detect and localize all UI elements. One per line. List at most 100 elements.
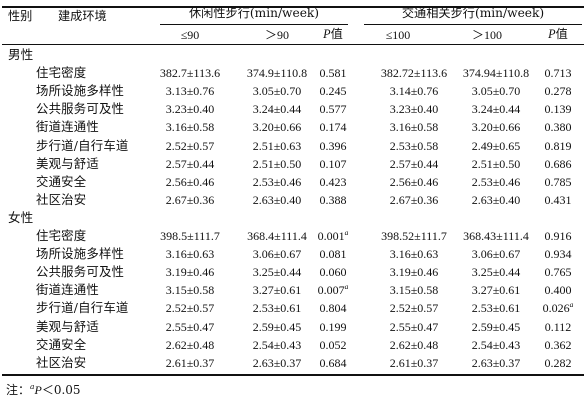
cell-value: 0.081 bbox=[319, 247, 347, 262]
cell-leisure-p: 0.245 bbox=[320, 84, 347, 98]
cell-transport-p: 0.026a bbox=[543, 301, 574, 315]
cell-value: 374.94±110.8 bbox=[462, 66, 530, 81]
row-label: 步行道/自行车道 bbox=[36, 300, 129, 316]
cell-leisure-p: 0.001a bbox=[318, 229, 349, 243]
cell-transport-low: 2.52±0.57 bbox=[390, 301, 439, 315]
cell-value: 3.27±0.61 bbox=[252, 283, 302, 298]
cell-leisure-p: 0.007a bbox=[318, 283, 349, 297]
row-label: 公共服务可及性 bbox=[36, 101, 125, 117]
header-transport-walking: 交通相关步行(min/week) bbox=[401, 6, 545, 20]
cell-value: 2.52±0.57 bbox=[165, 138, 215, 153]
cell-leisure-low: 2.52±0.57 bbox=[166, 139, 215, 153]
cell-leisure-high: 3.05±0.70 bbox=[253, 84, 302, 98]
significance-marker: a bbox=[344, 228, 349, 237]
cell-transport-high: 3.20±0.66 bbox=[472, 120, 521, 134]
header-transport-low: ≤100 bbox=[385, 28, 411, 42]
cell-value: 2.54±0.43 bbox=[471, 337, 521, 352]
cell-transport-high: 3.24±0.44 bbox=[472, 102, 521, 116]
cell-transport-low: 3.16±0.63 bbox=[390, 247, 439, 261]
row-label: 交通安全 bbox=[36, 336, 87, 352]
header-gender: 性别 bbox=[8, 9, 33, 23]
cell-transport-p: 0.686 bbox=[545, 157, 572, 171]
p-symbol: P bbox=[323, 27, 331, 41]
cell-transport-low: 2.56±0.46 bbox=[390, 175, 439, 189]
cell-value: 0.713 bbox=[544, 66, 572, 81]
row-label: 社区治安 bbox=[36, 354, 87, 370]
cell-value: 2.53±0.46 bbox=[471, 174, 521, 189]
footnote-threshold: ＜0.05 bbox=[41, 383, 81, 397]
cell-value: 0.934 bbox=[544, 247, 572, 262]
cell-value: 0.400 bbox=[544, 283, 572, 298]
cell-leisure-p: 0.107 bbox=[320, 157, 347, 171]
cell-leisure-low: 2.52±0.57 bbox=[166, 301, 215, 315]
cell-value: 0.362 bbox=[544, 337, 572, 352]
cell-value: 2.63±0.40 bbox=[471, 192, 521, 207]
cell-transport-high: 374.94±110.8 bbox=[463, 66, 529, 80]
cell-leisure-p: 0.804 bbox=[320, 301, 347, 315]
cell-transport-high: 2.51±0.50 bbox=[472, 157, 521, 171]
cell-leisure-p: 0.052 bbox=[320, 338, 347, 352]
cell-transport-p: 0.431 bbox=[545, 193, 572, 207]
cell-value: 0.139 bbox=[544, 102, 572, 117]
cell-leisure-low: 2.56±0.46 bbox=[166, 175, 215, 189]
cell-value: 3.23±0.40 bbox=[165, 102, 215, 117]
cell-transport-low: 398.52±111.7 bbox=[381, 229, 447, 243]
cell-leisure-low: 398.5±111.7 bbox=[160, 229, 220, 243]
cell-value: 0.686 bbox=[544, 156, 572, 171]
cell-value: 3.20±0.66 bbox=[252, 120, 302, 135]
cell-value: 2.61±0.37 bbox=[165, 355, 215, 370]
cell-value: 3.27±0.61 bbox=[471, 283, 521, 298]
cell-transport-p: 0.934 bbox=[545, 247, 572, 261]
cell-leisure-p: 0.060 bbox=[320, 265, 347, 279]
cell-leisure-low: 2.57±0.44 bbox=[166, 157, 215, 171]
cell-value: 398.52±111.7 bbox=[381, 229, 447, 243]
cell-leisure-high: 3.27±0.61 bbox=[253, 283, 302, 297]
cell-leisure-low: 2.67±0.36 bbox=[166, 193, 215, 207]
cell-value: 2.55±0.47 bbox=[389, 319, 439, 334]
cell-value: 2.51±0.50 bbox=[252, 156, 302, 171]
cell-transport-p: 0.916 bbox=[545, 229, 572, 243]
cell-transport-low: 2.57±0.44 bbox=[390, 157, 439, 171]
cell-value: 0.684 bbox=[319, 355, 347, 370]
cell-transport-p: 0.282 bbox=[545, 356, 572, 370]
cell-leisure-high: 2.63±0.37 bbox=[253, 356, 302, 370]
cell-value: 2.51±0.63 bbox=[252, 138, 302, 153]
header-leisure-low: ≤90 bbox=[180, 28, 200, 42]
cell-value: 0.396 bbox=[319, 138, 347, 153]
cell-transport-p: 0.765 bbox=[545, 265, 572, 279]
header-leisure-walking: 休闲性步行(min/week) bbox=[188, 6, 320, 20]
cell-transport-high: 3.27±0.61 bbox=[472, 283, 521, 297]
cell-leisure-low: 2.61±0.37 bbox=[166, 356, 215, 370]
cell-value: 2.53±0.46 bbox=[252, 174, 302, 189]
cell-value: 3.05±0.70 bbox=[471, 84, 521, 99]
cell-value: 2.59±0.45 bbox=[252, 319, 302, 334]
cell-value: 398.5±111.7 bbox=[160, 229, 220, 243]
cell-value: 2.51±0.50 bbox=[471, 156, 521, 171]
p-symbol: P bbox=[548, 27, 556, 41]
cell-transport-p: 0.362 bbox=[545, 338, 572, 352]
header-leisure-p: P值 bbox=[323, 27, 343, 41]
cell-leisure-high: 3.06±0.67 bbox=[253, 247, 302, 261]
cell-value: 3.24±0.44 bbox=[252, 102, 302, 117]
cell-value: 3.23±0.40 bbox=[389, 102, 439, 117]
cell-value: 3.06±0.67 bbox=[252, 247, 302, 262]
cell-value: 2.53±0.61 bbox=[471, 301, 521, 316]
cell-value: 382.72±113.6 bbox=[380, 66, 448, 81]
footnote-p: P bbox=[34, 383, 42, 397]
footnote-sup: a bbox=[30, 382, 35, 391]
cell-leisure-p: 0.577 bbox=[320, 102, 347, 116]
cell-leisure-low: 3.19±0.46 bbox=[166, 265, 215, 279]
header-leisure-high: ＞90 bbox=[264, 28, 290, 42]
table-footnote: 注：aP＜0.05 bbox=[6, 381, 81, 398]
cell-value: 0.804 bbox=[319, 301, 347, 316]
row-label: 交通安全 bbox=[36, 173, 87, 189]
cell-transport-p: 0.139 bbox=[545, 102, 572, 116]
cell-value: 0.431 bbox=[544, 192, 572, 207]
cell-leisure-low: 3.23±0.40 bbox=[166, 102, 215, 116]
cell-value: 2.53±0.61 bbox=[252, 301, 302, 316]
cell-leisure-p: 0.423 bbox=[320, 175, 347, 189]
cell-value: 0.278 bbox=[544, 84, 572, 99]
cell-leisure-low: 3.16±0.63 bbox=[166, 247, 215, 261]
cell-value: 2.63±0.37 bbox=[252, 355, 302, 370]
cell-transport-low: 3.23±0.40 bbox=[390, 102, 439, 116]
